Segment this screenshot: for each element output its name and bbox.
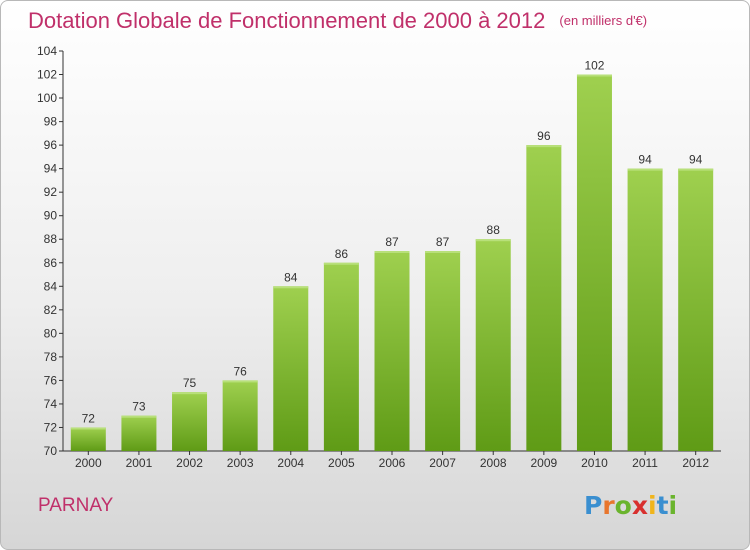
y-tick-label: 98 — [44, 115, 58, 129]
x-tick-label-2011: 2011 — [632, 456, 658, 470]
bar-highlight — [273, 286, 309, 289]
bar-2006 — [374, 251, 410, 451]
y-tick-label: 70 — [44, 444, 58, 458]
y-tick-label: 104 — [37, 44, 57, 58]
chart-subtitle: (en milliers d'€) — [559, 13, 648, 28]
x-tick-label-2007: 2007 — [429, 456, 456, 470]
x-tick-label-2002: 2002 — [176, 456, 203, 470]
data-label-2006: 87 — [385, 235, 399, 249]
bar-2003 — [222, 380, 258, 451]
chart-title: Dotation Globale de Fonctionnement de 20… — [28, 8, 648, 33]
x-tick-label-2012: 2012 — [682, 456, 709, 470]
y-tick-label: 100 — [37, 91, 57, 105]
data-label-2008: 88 — [487, 223, 501, 237]
data-label-2001: 73 — [132, 400, 146, 414]
x-tick-label-2009: 2009 — [530, 456, 557, 470]
y-tick-label: 80 — [44, 326, 58, 340]
y-tick-label: 74 — [44, 397, 58, 411]
x-tick-label-2004: 2004 — [277, 456, 304, 470]
bar-2004 — [273, 286, 309, 451]
data-label-2009: 96 — [537, 129, 551, 143]
y-tick-label: 86 — [44, 256, 58, 270]
x-tick-label-2003: 2003 — [227, 456, 254, 470]
bar-highlight — [222, 380, 258, 383]
y-tick-label: 92 — [44, 185, 58, 199]
y-tick-label: 82 — [44, 303, 58, 317]
bar-highlight — [526, 145, 562, 148]
bar-2010 — [576, 74, 612, 451]
bar-highlight — [172, 392, 208, 395]
bar-2001 — [121, 415, 157, 451]
x-tick-label-2010: 2010 — [581, 456, 608, 470]
y-tick-label: 90 — [44, 209, 58, 223]
data-label-2007: 87 — [436, 235, 450, 249]
y-tick-label: 102 — [37, 68, 57, 82]
bar-2009 — [526, 145, 562, 451]
y-tick-label: 76 — [44, 373, 58, 387]
bar-2008 — [475, 239, 511, 451]
data-label-2003: 76 — [233, 364, 247, 378]
bar-2012 — [678, 168, 714, 451]
bar-highlight — [70, 427, 106, 430]
y-tick-label: 78 — [44, 350, 58, 364]
x-tick-label-2005: 2005 — [328, 456, 355, 470]
data-label-2005: 86 — [335, 247, 349, 261]
bar-2005 — [323, 262, 359, 451]
bar-highlight — [475, 239, 511, 242]
x-tick-label-2008: 2008 — [480, 456, 507, 470]
data-label-2012: 94 — [689, 153, 703, 167]
bar-highlight — [425, 251, 461, 253]
data-label-2010: 102 — [584, 59, 604, 73]
y-tick-label: 94 — [44, 162, 58, 176]
y-tick-label: 72 — [44, 420, 58, 434]
bar-2007 — [425, 251, 461, 451]
x-tick-label-2001: 2001 — [126, 456, 153, 470]
y-tick-label: 88 — [44, 232, 58, 246]
commune-name: PARNAY — [38, 495, 114, 516]
x-tick-label-2006: 2006 — [379, 456, 406, 470]
data-label-2002: 75 — [183, 376, 197, 390]
bar-2011 — [627, 168, 663, 451]
bar-highlight — [627, 168, 663, 171]
y-tick-label: 96 — [44, 138, 58, 152]
data-label-2000: 72 — [82, 411, 96, 425]
bar-2000 — [70, 427, 106, 451]
y-tick-label: 84 — [44, 279, 58, 293]
proxiti-logo[interactable]: Proxiti — [584, 491, 678, 520]
bar-highlight — [374, 251, 410, 253]
data-label-2004: 84 — [284, 270, 298, 284]
bar-highlight — [576, 74, 612, 77]
bar-highlight — [121, 415, 157, 418]
bar-2002 — [172, 392, 208, 451]
data-label-2011: 94 — [638, 153, 652, 167]
x-tick-label-2000: 2000 — [75, 456, 102, 470]
bar-highlight — [323, 262, 359, 265]
bar-highlight — [678, 168, 714, 171]
